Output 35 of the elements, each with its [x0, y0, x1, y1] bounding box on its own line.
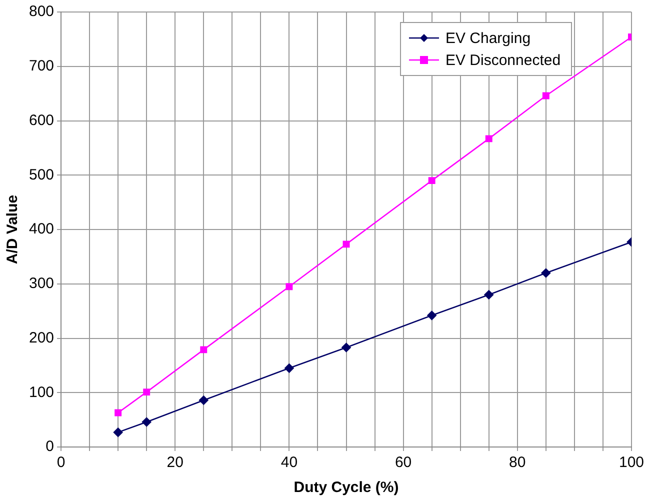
y-tick-label: 0	[46, 438, 54, 456]
point	[143, 388, 150, 396]
x-tick-label: 0	[56, 454, 66, 472]
x-tick-label: 100	[618, 454, 644, 472]
y-tick-label: 700	[28, 58, 54, 75]
legend-label: EV Disconnected	[445, 52, 561, 68]
point	[142, 417, 152, 427]
x-tick-label: 60	[394, 454, 412, 472]
point	[428, 177, 436, 184]
point	[284, 364, 294, 373]
y-tick-label: 200	[28, 329, 54, 346]
x-tick-label: 20	[166, 454, 184, 472]
y-tick-label: 500	[28, 166, 54, 184]
legend-label: EV Charging	[445, 30, 531, 46]
point	[286, 283, 293, 290]
point	[342, 342, 351, 352]
x-tick-label: 80	[509, 454, 526, 472]
y-tick-label: 600	[28, 112, 54, 129]
x-tick-label: 40	[280, 454, 298, 472]
point	[200, 346, 208, 354]
point	[485, 135, 492, 142]
x-axis-title: Duty Cycle (%)	[294, 479, 399, 496]
point	[541, 268, 551, 278]
point	[484, 290, 494, 300]
point	[114, 409, 122, 416]
point	[198, 396, 208, 405]
point	[342, 240, 350, 248]
point	[113, 428, 123, 437]
y-tick-label: 400	[28, 220, 54, 238]
y-tick-label: 800	[28, 3, 54, 20]
y-axis-title: A/D Value	[4, 194, 22, 264]
point	[427, 310, 436, 320]
point	[542, 92, 550, 100]
y-tick-label: 100	[28, 384, 54, 401]
y-tick-label: 300	[28, 275, 54, 292]
